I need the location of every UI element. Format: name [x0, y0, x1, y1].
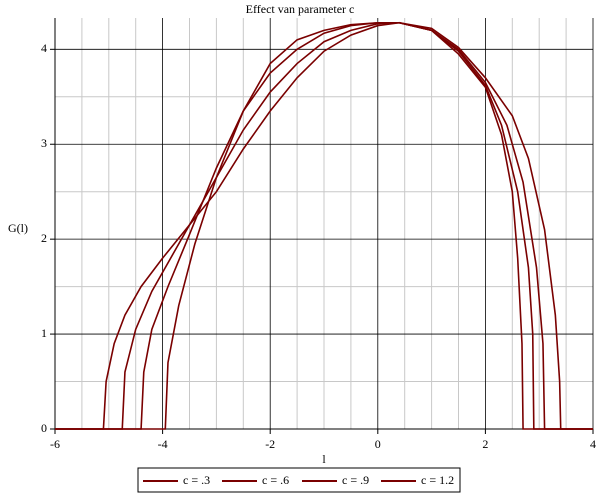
legend-label: c = .6	[262, 473, 289, 487]
legend-label: c = .9	[342, 473, 369, 487]
series-line	[55, 21, 593, 430]
legend-label: c = 1.2	[421, 473, 454, 487]
series-line	[55, 21, 593, 430]
x-tick-label: -2	[265, 437, 275, 451]
x-tick-label: 4	[590, 437, 596, 451]
y-tick-label: 4	[41, 41, 47, 55]
x-tick-label: 0	[375, 437, 381, 451]
x-axis-label: l	[322, 452, 326, 466]
y-tick-label: 0	[41, 421, 47, 435]
y-tick-label: 1	[41, 326, 47, 340]
y-tick-label: 3	[41, 136, 47, 150]
x-tick-label: -4	[158, 437, 168, 451]
series-line	[55, 21, 593, 430]
x-tick-label: -6	[50, 437, 60, 451]
legend-label: c = .3	[183, 473, 210, 487]
x-tick-label: 2	[482, 437, 488, 451]
y-axis-label: G(l)	[8, 221, 28, 235]
chart-title: Effect van parameter c	[246, 2, 355, 16]
y-tick-label: 2	[41, 231, 47, 245]
series-line	[55, 21, 593, 430]
